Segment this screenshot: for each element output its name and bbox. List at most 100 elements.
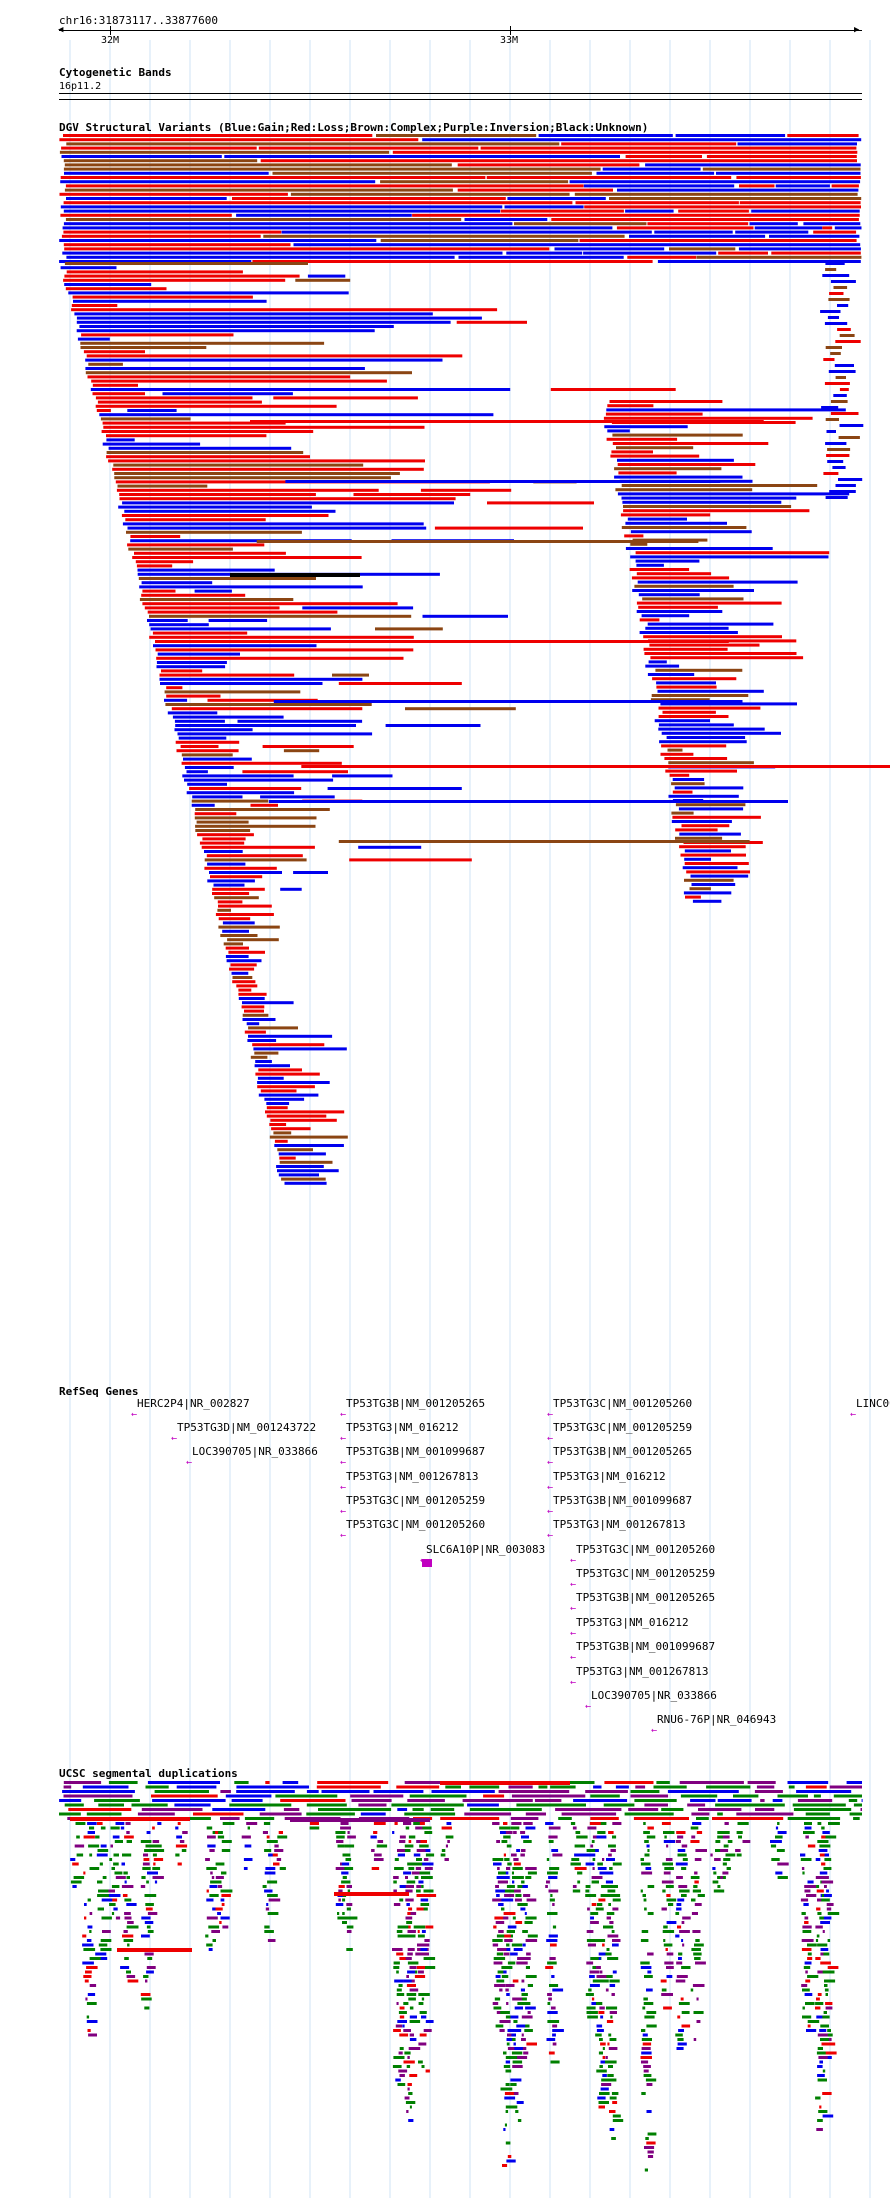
segdup-feature[interactable] [696,2020,701,2023]
segdup-feature[interactable] [512,1876,524,1879]
segdup-feature[interactable] [511,1794,586,1798]
dgv-variant[interactable] [63,201,573,205]
segdup-feature[interactable] [525,1916,537,1920]
segdup-feature[interactable] [510,1934,513,1938]
segdup-feature[interactable] [264,1889,273,1893]
segdup-feature[interactable] [336,1840,344,1843]
dgv-variant[interactable] [63,230,282,234]
segdup-feature[interactable] [410,1835,415,1839]
segdup-feature[interactable] [666,1898,677,1902]
dgv-variant[interactable] [128,547,233,551]
segdup-feature[interactable] [181,1849,187,1852]
gene-strand-icon[interactable]: ← [340,1457,347,1468]
segdup-feature[interactable] [591,1876,603,1879]
dgv-variant[interactable] [83,350,145,354]
segdup-feature[interactable] [596,1966,601,1969]
segdup-feature[interactable] [523,1840,532,1843]
segdup-feature[interactable] [552,1988,564,1992]
segdup-feature[interactable] [208,1925,220,1929]
dgv-variant[interactable] [686,870,750,874]
segdup-feature[interactable] [210,1880,222,1884]
gene-label[interactable]: RNU6-76P|NR_046943 [657,1713,777,1726]
segdup-feature[interactable] [403,2011,407,2014]
segdup-feature[interactable] [126,1903,137,1906]
dgv-variant[interactable] [617,458,734,462]
segdup-feature[interactable] [817,1912,822,1915]
segdup-feature[interactable] [503,1822,508,1825]
dgv-variant[interactable] [550,388,676,391]
segdup-feature[interactable] [273,1862,280,1866]
dgv-variant[interactable] [269,1135,348,1139]
dgv-variant[interactable] [464,218,548,221]
segdup-feature[interactable] [605,2056,608,2059]
segdup-feature[interactable] [131,1803,168,1807]
segdup-feature[interactable] [596,2002,603,2005]
segdup-feature[interactable] [599,1979,609,1983]
segdup-feature[interactable] [644,1803,668,1807]
segdup-feature[interactable] [548,1876,558,1879]
segdup-feature[interactable] [547,2002,551,2005]
dgv-variant[interactable] [250,1055,268,1059]
dgv-variant[interactable] [242,1001,294,1005]
dgv-variant[interactable] [209,871,282,874]
dgv-variant[interactable] [647,622,774,626]
dgv-variant[interactable] [61,146,257,150]
segdup-feature[interactable] [220,1790,231,1793]
segdup-feature[interactable] [111,1912,115,1915]
dgv-variant[interactable] [191,799,269,803]
dgv-variant[interactable] [380,239,579,242]
dgv-variant[interactable] [197,833,254,837]
segdup-feature[interactable] [152,1849,165,1852]
dgv-variant[interactable] [283,749,320,753]
dgv-variant[interactable] [392,150,858,154]
dgv-variant[interactable] [376,134,537,137]
dgv-variant[interactable] [681,824,730,828]
segdup-feature[interactable] [589,1970,600,1974]
segdup-feature[interactable] [522,1930,528,1933]
segdup-feature[interactable] [593,1785,602,1789]
segdup-feature[interactable] [177,1862,182,1866]
segdup-feature[interactable] [820,1961,831,1965]
segdup-feature[interactable] [642,1894,647,1897]
segdup-feature[interactable] [597,1903,603,1906]
segdup-feature[interactable] [717,1885,721,1888]
segdup-feature[interactable] [644,2168,648,2172]
segdup-feature[interactable] [643,2065,651,2068]
segdup-feature[interactable] [147,1957,153,1960]
segdup-feature[interactable] [97,1907,104,1911]
segdup-feature[interactable] [341,1880,351,1884]
segdup-feature[interactable] [643,1997,648,2001]
segdup-feature[interactable] [646,2011,657,2014]
segdup-feature[interactable] [396,1952,404,1956]
dgv-variant[interactable] [142,602,398,606]
dgv-variant[interactable] [803,222,861,226]
segdup-feature[interactable] [423,1889,434,1893]
segdup-feature[interactable] [609,1867,613,1870]
segdup-feature[interactable] [152,1853,157,1857]
segdup-feature[interactable] [265,1781,270,1784]
dgv-variant[interactable] [218,904,272,908]
segdup-feature[interactable] [234,1781,249,1784]
dgv-variant[interactable] [85,367,365,370]
segdup-feature[interactable] [123,1871,128,1875]
segdup-feature[interactable] [608,1831,614,1834]
segdup-feature[interactable] [142,1867,151,1870]
segdup-feature[interactable] [586,2011,598,2014]
segdup-feature[interactable] [677,2042,687,2046]
segdup-feature[interactable] [815,2020,820,2023]
segdup-feature[interactable] [346,1907,351,1911]
dgv-variant[interactable] [270,1118,337,1122]
segdup-feature[interactable] [89,1826,95,1830]
dgv-variant[interactable] [218,917,251,921]
dgv-variant[interactable] [837,328,851,331]
segdup-feature[interactable] [402,2024,405,2028]
segdup-feature[interactable] [86,2015,90,2019]
segdup-feature[interactable] [822,1970,835,1974]
segdup-feature[interactable] [717,1812,723,1816]
segdup-feature[interactable] [510,1912,516,1915]
segdup-feature[interactable] [817,2074,825,2077]
segdup-feature[interactable] [97,1894,109,1897]
dgv-variant[interactable] [412,213,860,217]
segdup-feature[interactable] [585,1885,591,1888]
segdup-feature[interactable] [586,1930,594,1933]
